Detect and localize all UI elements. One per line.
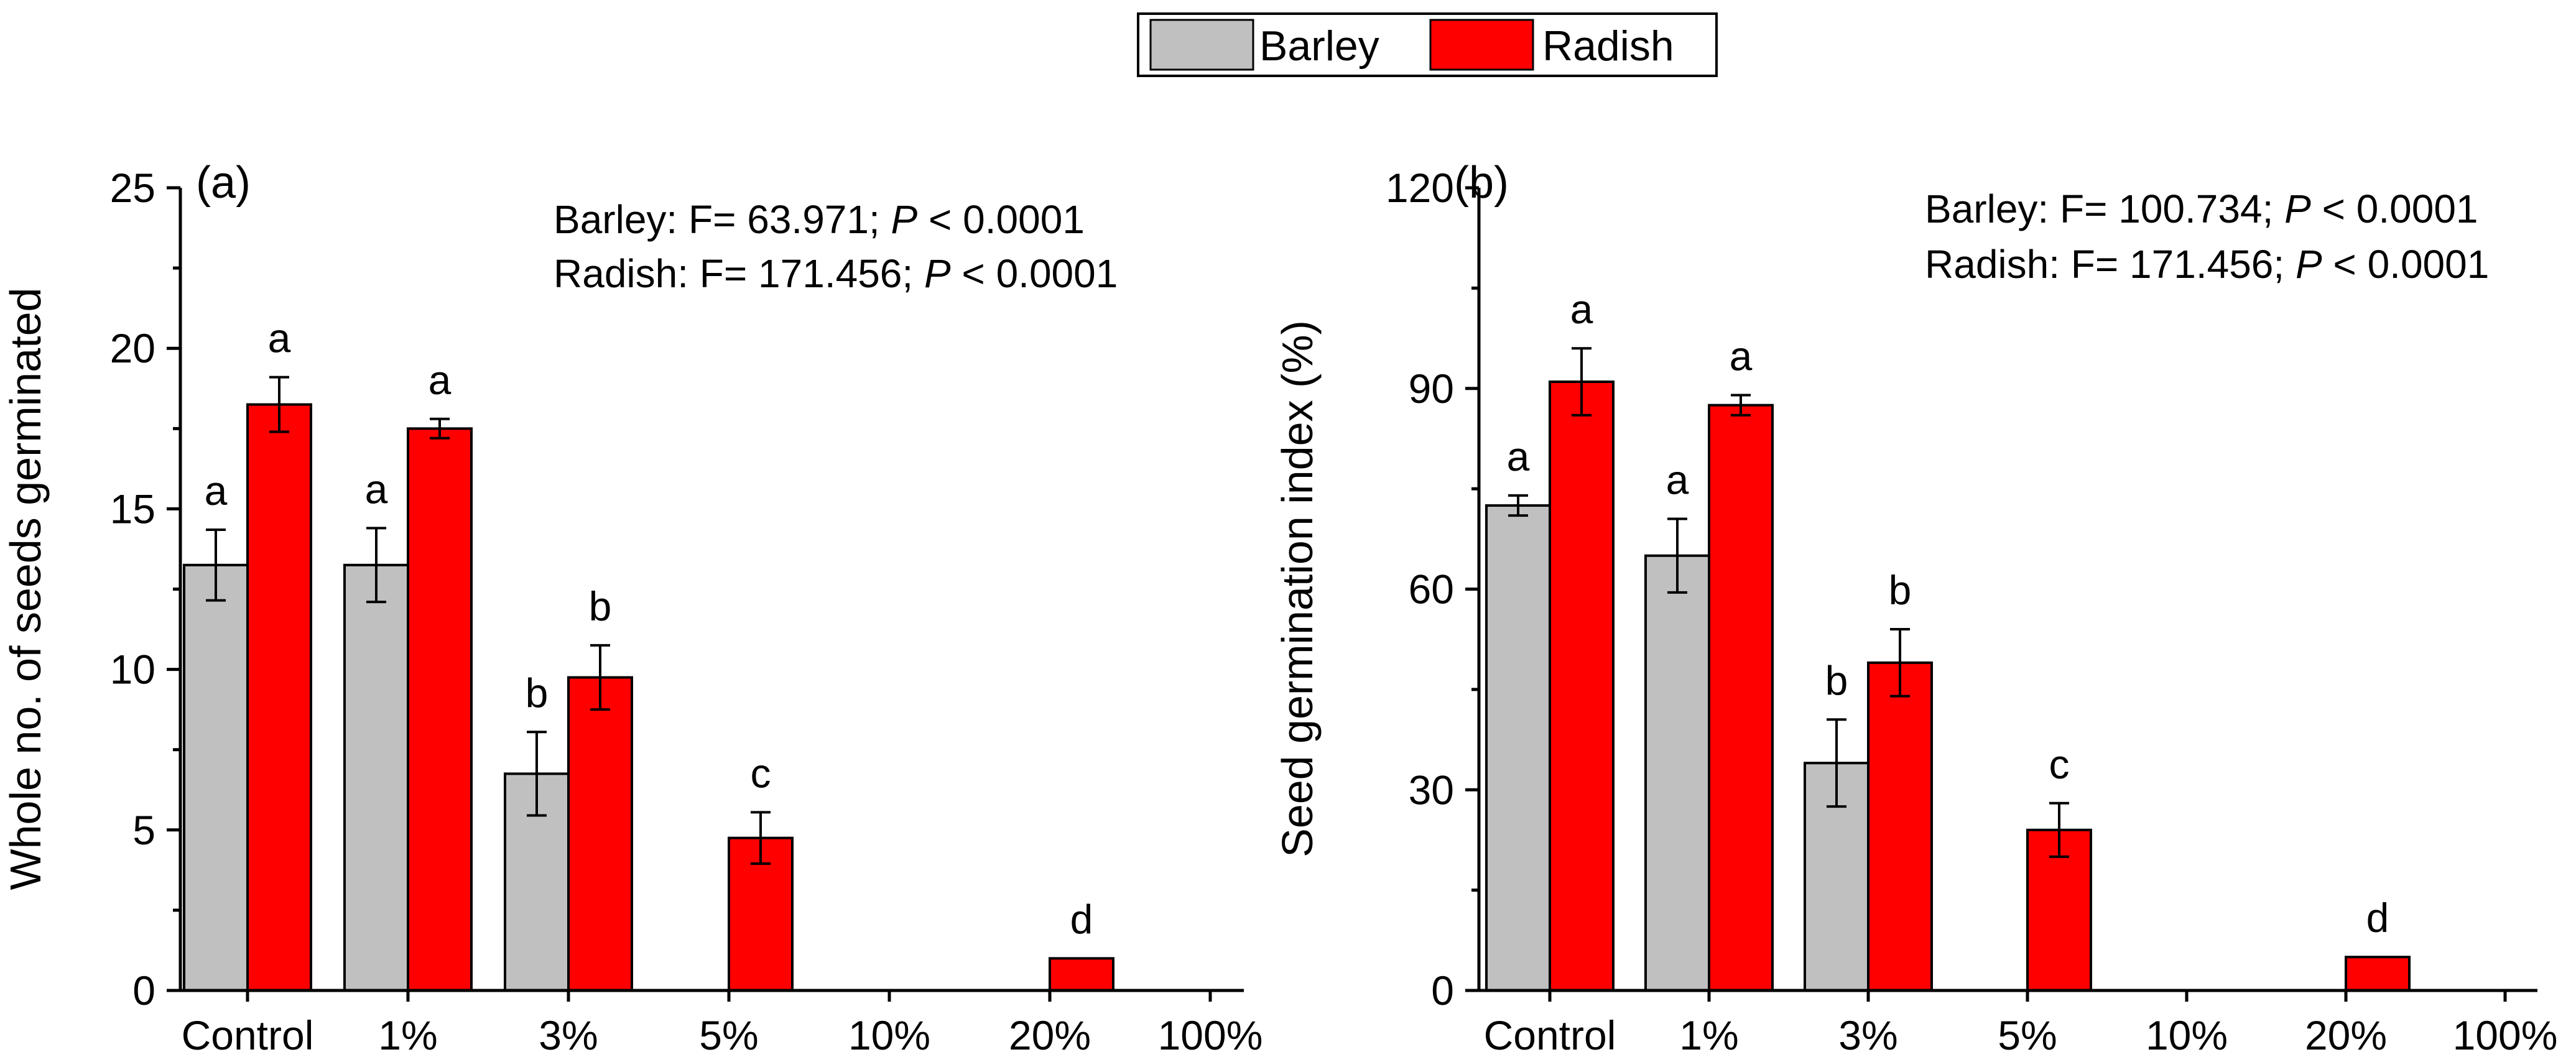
x-tick-label: 10%	[848, 1012, 930, 1057]
stats-p-symbol: P	[2296, 242, 2322, 287]
significance-letter-radish-2: b	[1889, 567, 1912, 613]
stats-f-value: : F= 171.456;	[2049, 242, 2296, 287]
stats-p-value: < 0.0001	[2311, 187, 2478, 231]
legend-label-barley: Barley	[1259, 22, 1379, 70]
y-tick-label: 15	[110, 486, 155, 532]
y-tick-label: 30	[1409, 767, 1454, 813]
stats-f-value: : F= 63.971;	[666, 197, 891, 242]
stats-p-value: < 0.0001	[951, 251, 1118, 296]
bar-radish-2	[567, 676, 633, 992]
legend-swatch-barley	[1149, 19, 1254, 71]
stats-species: Barley	[554, 197, 666, 242]
x-tick-label: 5%	[1998, 1012, 2057, 1057]
x-tick-label: 5%	[699, 1012, 758, 1057]
x-tick-label: 100%	[2453, 1012, 2558, 1057]
x-tick-label: 1%	[1679, 1012, 1738, 1057]
bar-radish-2	[1867, 661, 1933, 992]
y-tick-label: 0	[1431, 967, 1454, 1013]
stats-p-value: < 0.0001	[2322, 242, 2490, 287]
x-tick-label: 3%	[1838, 1012, 1897, 1057]
stats-annotation-radish: Radish: F= 171.456; P < 0.0001	[1925, 242, 2489, 287]
bar-radish-0	[246, 403, 312, 992]
significance-letter-radish-5: d	[1070, 896, 1093, 942]
bar-barley-1	[1644, 554, 1710, 992]
legend-swatch-radish	[1429, 19, 1534, 71]
significance-letter-radish-3: c	[2049, 741, 2070, 787]
bar-barley-0	[1485, 504, 1551, 992]
stats-annotation-radish: Radish: F= 171.456; P < 0.0001	[554, 251, 1118, 296]
y-tick-label: 60	[1409, 566, 1454, 612]
significance-letter-radish-5: d	[2366, 895, 2389, 941]
significance-letter-barley-0: a	[205, 468, 228, 514]
stats-annotation-barley: Barley: F= 63.971; P < 0.0001	[554, 197, 1085, 242]
stats-p-symbol: P	[924, 251, 951, 296]
bar-radish-5	[1049, 957, 1114, 992]
x-tick-label: 100%	[1158, 1012, 1263, 1057]
y-axis-label: Whole no. of seeds germinated	[1, 288, 50, 890]
significance-letter-radish-1: a	[429, 357, 452, 403]
y-tick-label: 120	[1386, 165, 1454, 211]
x-tick-label: Control	[182, 1012, 314, 1057]
y-tick-label: 90	[1409, 366, 1454, 412]
stats-species: Barley	[1925, 187, 2037, 231]
y-tick-label: 5	[132, 807, 155, 853]
significance-letter-radish-3: c	[751, 750, 771, 796]
legend-label-radish: Radish	[1542, 22, 1674, 70]
bar-radish-1	[1708, 404, 1774, 992]
stats-annotation-barley: Barley: F= 100.734; P < 0.0001	[1925, 187, 2478, 231]
stats-p-symbol: P	[2284, 187, 2311, 231]
bar-radish-5	[2345, 956, 2411, 992]
significance-letter-barley-0: a	[1507, 433, 1530, 479]
bar-barley-0	[183, 563, 249, 992]
y-tick-label: 20	[110, 325, 155, 371]
legend: Barley Radish	[1137, 12, 1718, 77]
significance-letter-radish-1: a	[1730, 333, 1753, 379]
bar-radish-0	[1549, 380, 1615, 992]
chart-panel-b: a a Control a a 1% bb 3% c 5% 10% d 20% 100% 0 30 60 90 12…	[1273, 158, 2557, 1057]
y-tick-label: 10	[110, 647, 155, 693]
y-tick-label: 0	[132, 967, 155, 1013]
legend-box	[1137, 12, 1718, 77]
bar-barley-1	[343, 563, 409, 992]
significance-letter-barley-2: b	[1825, 657, 1848, 703]
stats-p-value: < 0.0001	[917, 197, 1085, 242]
x-tick-label: Control	[1484, 1012, 1616, 1057]
x-tick-label: 3%	[539, 1012, 598, 1057]
y-axis-label: Seed germination index (%)	[1273, 320, 1322, 857]
x-tick-label: 20%	[2305, 1012, 2387, 1057]
x-tick-label: 10%	[2146, 1012, 2228, 1057]
significance-letter-radish-0: a	[268, 315, 291, 361]
significance-letter-radish-0: a	[1570, 286, 1593, 332]
significance-letter-radish-2: b	[589, 583, 612, 629]
y-tick-label: 25	[110, 165, 155, 211]
chart-panel-a: a a Control a a 1% bb 3% c 5% 10% d 20% 100% 0 5 10 15 20 2…	[1, 158, 1263, 1057]
stats-species: Radish	[1925, 242, 2049, 287]
stats-f-value: : F= 100.734;	[2037, 187, 2284, 231]
stats-p-symbol: P	[891, 197, 918, 242]
significance-letter-barley-2: b	[526, 670, 549, 716]
bar-radish-1	[407, 427, 473, 992]
panel-label: (a)	[196, 158, 251, 208]
significance-letter-barley-1: a	[365, 466, 388, 512]
x-tick-label: 1%	[378, 1012, 437, 1057]
x-tick-label: 20%	[1009, 1012, 1091, 1057]
stats-f-value: : F= 171.456;	[677, 251, 924, 296]
stats-species: Radish	[554, 251, 677, 296]
significance-letter-barley-1: a	[1666, 457, 1689, 503]
panel-label: (b)	[1454, 158, 1509, 208]
